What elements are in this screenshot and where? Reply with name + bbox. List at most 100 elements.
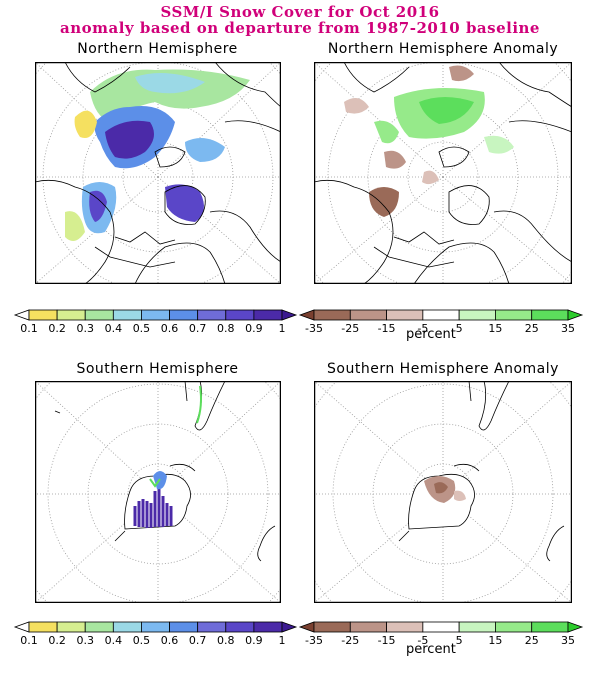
colorbar-tick-label: -25	[341, 634, 359, 647]
colorbar-tick-label: 0.7	[189, 322, 207, 335]
colorbar-end-triangle	[281, 309, 298, 321]
map-nh-content	[35, 62, 281, 284]
colorbar-anomaly-bottom: -35 -25 -15 -5 5 15 25 35	[298, 621, 584, 647]
colorbar-swatch	[386, 309, 424, 321]
colorbar-swatch	[253, 621, 283, 633]
colorbar-tick-label: 0.3	[76, 634, 94, 647]
colorbar-swatch	[225, 621, 255, 633]
colorbar-tick-label: -35	[305, 634, 323, 647]
colorbar-tick-label: -35	[305, 322, 323, 335]
colorbar-cover-bottom: 0.1 0.2 0.3 0.4 0.5 0.6 0.7 0.8 0.9 1	[13, 621, 298, 647]
map-sh-content	[35, 381, 281, 603]
colorbar-swatch	[349, 621, 387, 633]
colorbar-tick-label: 15	[488, 634, 502, 647]
colorbar-swatch	[422, 621, 460, 633]
colorbar-end-triangle	[298, 309, 315, 321]
panel-title-nh-anomaly: Northern Hemisphere Anomaly	[327, 41, 559, 57]
colorbar-tick-label: 0.2	[48, 322, 66, 335]
colorbar-swatch	[422, 309, 460, 321]
colorbar-swatch	[313, 621, 351, 633]
colorbar-swatch	[531, 621, 569, 633]
colorbar-tick-label: 0.4	[105, 634, 123, 647]
colorbar-unit-bottom: percent	[406, 642, 456, 657]
colorbar-tick-label: 25	[525, 634, 539, 647]
colorbar-tick-label: 0.8	[217, 634, 235, 647]
map-sh-anomaly-content	[314, 381, 572, 603]
colorbar-tick-label: 0.4	[105, 322, 123, 335]
colorbar-swatch	[197, 309, 227, 321]
colorbar-tick-label: 0.6	[161, 322, 179, 335]
map-nh-anomaly-content	[314, 62, 572, 284]
colorbar-swatch	[495, 309, 533, 321]
colorbar-swatch	[84, 621, 114, 633]
map-sh	[35, 381, 281, 603]
colorbar-tick-label: 0.5	[133, 322, 151, 335]
map-nh-anomaly	[314, 62, 572, 284]
colorbar-unit-top: percent	[406, 327, 456, 342]
colorbar-swatch	[28, 309, 58, 321]
colorbar-end-triangle	[567, 309, 584, 321]
colorbar-swatch	[253, 309, 283, 321]
colorbar-swatch	[313, 309, 351, 321]
colorbar-swatch	[197, 621, 227, 633]
colorbar-swatch	[112, 621, 142, 633]
colorbar-end-triangle	[298, 621, 315, 633]
colorbar-swatches	[13, 621, 298, 633]
colorbar-swatch	[531, 309, 569, 321]
colorbar-tick-label: 0.3	[76, 322, 94, 335]
colorbar-tick-label: 0.1	[20, 634, 38, 647]
colorbar-swatch	[84, 309, 114, 321]
map-sh-anomaly	[314, 381, 572, 603]
colorbar-swatch	[458, 309, 496, 321]
colorbar-tick-label: 0.7	[189, 634, 207, 647]
colorbar-tick-label: 35	[561, 322, 575, 335]
colorbar-labels: -35 -25 -15 -5 5 15 25 35	[305, 634, 575, 647]
colorbar-swatch	[386, 621, 424, 633]
colorbar-tick-label: 0.9	[245, 634, 263, 647]
colorbar-swatch	[141, 621, 170, 633]
colorbar-swatch	[56, 309, 86, 321]
colorbar-labels: 0.1 0.2 0.3 0.4 0.5 0.6 0.7 0.8 0.9 1	[20, 322, 285, 335]
panel-title-sh-anomaly: Southern Hemisphere Anomaly	[327, 361, 559, 377]
colorbar-tick-label: 5	[456, 634, 463, 647]
colorbar-tick-label: 0.1	[20, 322, 38, 335]
graticule	[35, 62, 281, 284]
colorbar-end-triangle	[567, 621, 584, 633]
colorbar-end-triangle	[13, 309, 30, 321]
colorbar-labels: -35 -25 -15 -5 5 15 25 35	[305, 322, 575, 335]
colorbar-anomaly-top: -35 -25 -15 -5 5 15 25 35	[298, 309, 584, 335]
colorbar-swatch	[169, 309, 199, 321]
colorbar-tick-label: 25	[525, 322, 539, 335]
colorbar-tick-label: 0.5	[133, 634, 151, 647]
chart-subtitle: anomaly based on departure from 1987-201…	[60, 19, 540, 37]
colorbar-swatch	[169, 621, 199, 633]
colorbar-labels: 0.1 0.2 0.3 0.4 0.5 0.6 0.7 0.8 0.9 1	[20, 634, 285, 647]
colorbar-tick-label: 1	[279, 322, 286, 335]
colorbar-tick-label: 0.9	[245, 322, 263, 335]
colorbar-swatch	[28, 621, 58, 633]
colorbar-tick-label: 35	[561, 634, 575, 647]
panel-title-nh: Northern Hemisphere	[77, 41, 238, 57]
colorbar-swatch	[458, 621, 496, 633]
antarctica	[124, 463, 196, 530]
colorbar-tick-label: -15	[378, 634, 396, 647]
colorbar-tick-label: -25	[341, 322, 359, 335]
colorbar-swatch	[495, 621, 533, 633]
colorbar-tick-label: 0.6	[161, 634, 179, 647]
colorbar-tick-label: 1	[279, 634, 286, 647]
coastlines	[398, 381, 565, 562]
colorbar-tick-label: -15	[378, 322, 396, 335]
colorbar-tick-label: -5	[417, 634, 428, 647]
colorbar-swatch	[56, 621, 86, 633]
colorbar-swatches	[298, 621, 584, 633]
anomaly-field	[344, 65, 514, 217]
colorbar-end-triangle	[281, 621, 298, 633]
panel-title-sh: Southern Hemisphere	[76, 361, 239, 377]
colorbar-tick-label: -5	[417, 322, 428, 335]
colorbar-tick-label: 0.2	[48, 634, 66, 647]
colorbar-swatch	[225, 309, 255, 321]
colorbar-cover-top: 0.1 0.2 0.3 0.4 0.5 0.6 0.7 0.8 0.9 1	[13, 309, 298, 335]
colorbar-swatch	[141, 309, 170, 321]
colorbar-tick-label: 15	[488, 322, 502, 335]
colorbar-swatch	[349, 309, 387, 321]
